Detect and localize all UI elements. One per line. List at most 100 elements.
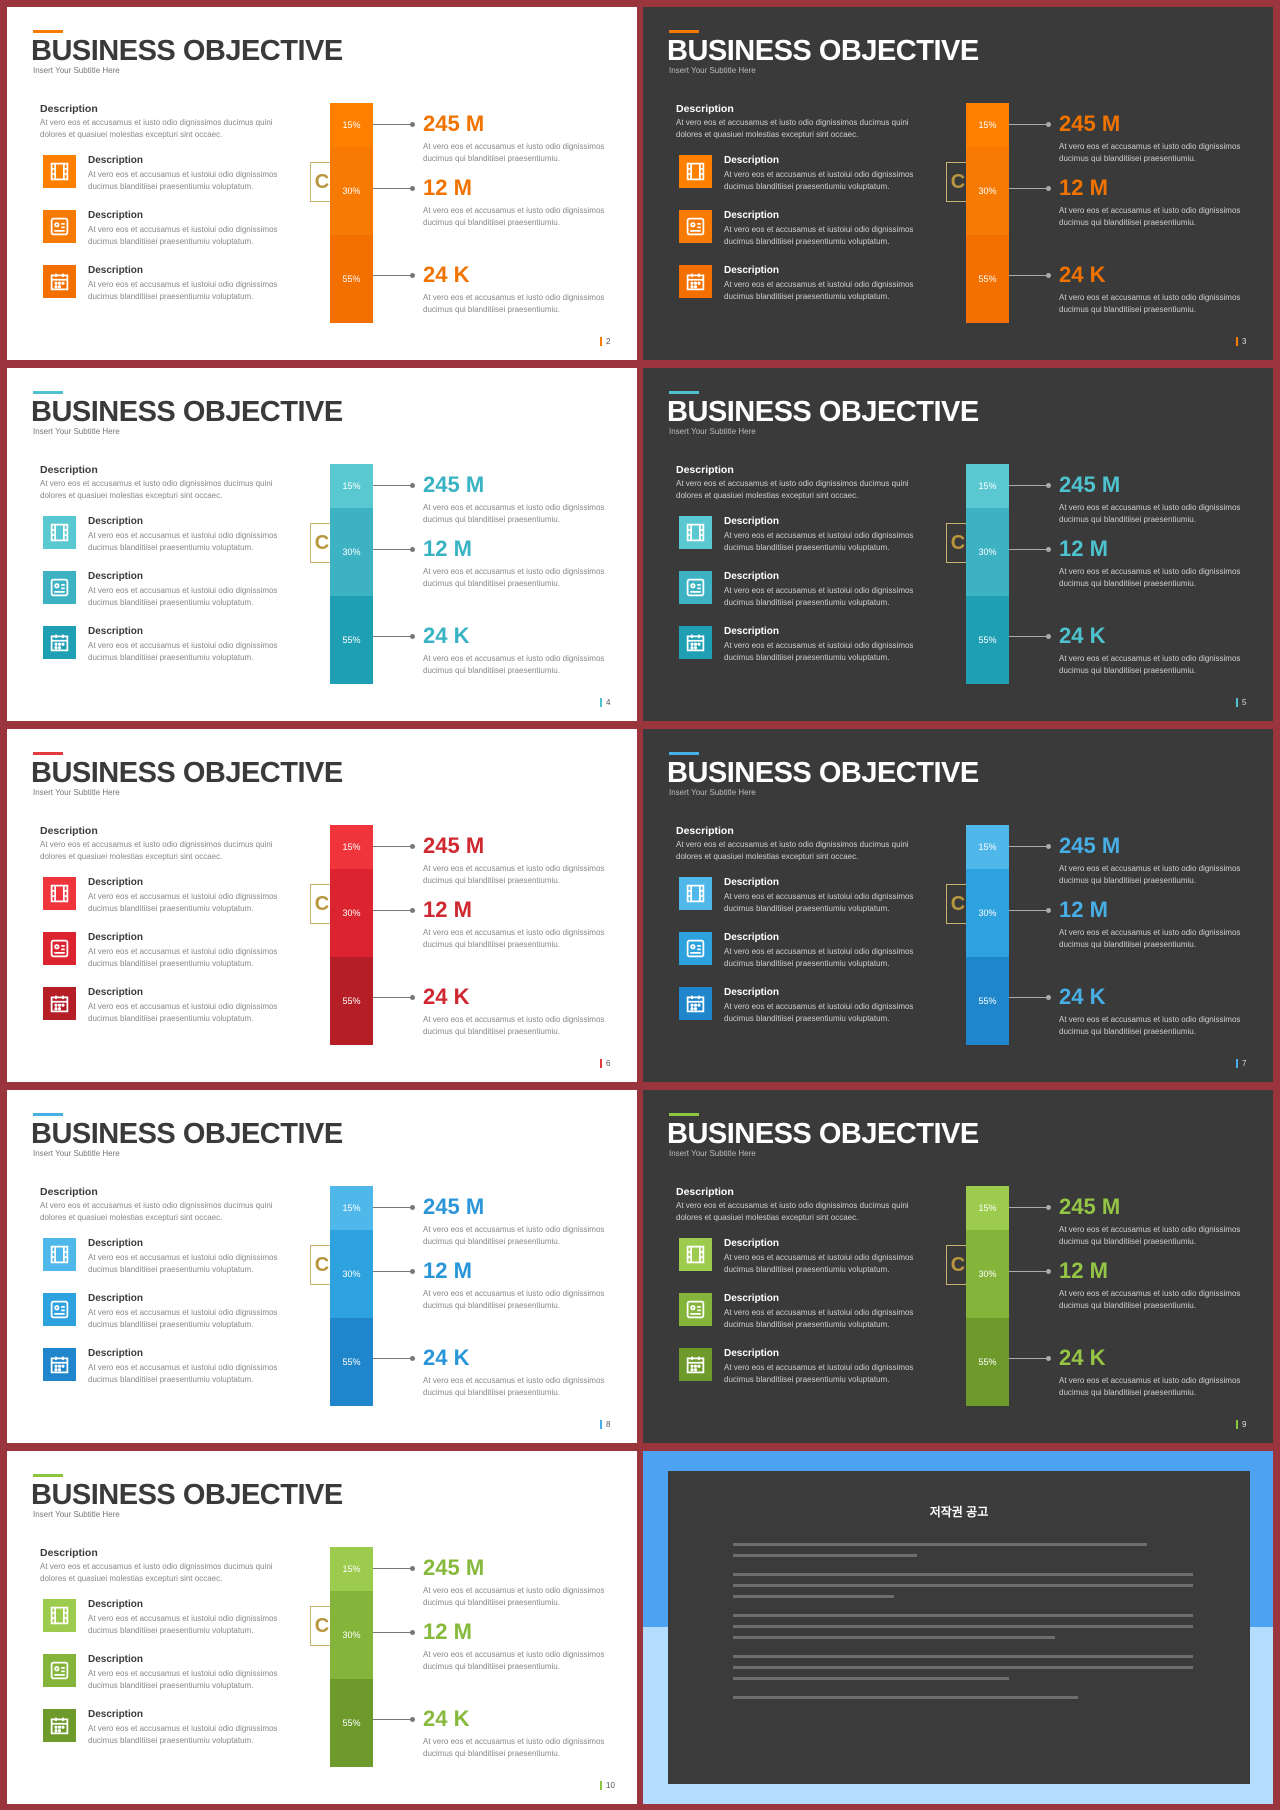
slide-3[interactable]: BUSINESS OBJECTIVE Insert Your Subtitle H… — [643, 7, 1273, 360]
description-heading: Description — [40, 103, 98, 115]
slide-6[interactable]: BUSINESS OBJECTIVE Insert Your Subtitle H… — [7, 729, 637, 1082]
accent-line — [669, 1113, 699, 1116]
stacked-bar: 15% 30% 55% — [966, 464, 1009, 684]
metric-value: 24 K — [423, 1706, 470, 1731]
metric-value: 245 M — [1059, 833, 1121, 858]
bar-segment: 55% — [330, 1679, 373, 1767]
item-heading: Description — [88, 210, 144, 221]
item-text: At vero eos et accusamus et iustoiui odi… — [724, 170, 914, 192]
item-heading: Description — [724, 516, 780, 527]
connector-line — [1009, 634, 1051, 639]
metric-value: 245 M — [423, 111, 485, 136]
bar-segment: 15% — [330, 1186, 373, 1230]
bar-segment: 15% — [330, 1547, 373, 1591]
accent-line — [669, 752, 699, 755]
bar-segment: 15% — [966, 825, 1009, 869]
page-number: 10 — [600, 1781, 615, 1790]
connector-line — [373, 634, 415, 639]
film-icon — [679, 877, 712, 910]
metric-text: At vero eos et accusamus et iusto odio d… — [1059, 206, 1241, 228]
accent-line — [669, 391, 699, 394]
feature-item: Description At vero eos et accusamus et i… — [679, 155, 929, 195]
bar-segment: 30% — [966, 147, 1009, 235]
notice-title: 저작권 공고 — [929, 1505, 989, 1519]
item-text: At vero eos et accusamus et iustoiui odi… — [724, 892, 914, 914]
accent-line — [33, 752, 63, 755]
slide-10[interactable]: BUSINESS OBJECTIVE Insert Your Subtitle H… — [7, 1451, 637, 1804]
item-text: At vero eos et accusamus et iustoiui odi… — [724, 1253, 914, 1275]
item-heading: Description — [88, 1599, 144, 1610]
id-card-icon — [679, 1293, 712, 1326]
item-heading: Description — [724, 571, 780, 582]
metric-value: 24 K — [423, 1345, 470, 1370]
page-number: 9 — [1236, 1420, 1246, 1429]
connector-line — [373, 1269, 415, 1274]
accent-line — [33, 1474, 63, 1477]
bar-segment: 30% — [966, 869, 1009, 957]
connector-line — [373, 1566, 415, 1571]
slide-4[interactable]: BUSINESS OBJECTIVE Insert Your Subtitle H… — [7, 368, 637, 721]
slide-7[interactable]: BUSINESS OBJECTIVE Insert Your Subtitle H… — [643, 729, 1273, 1082]
slide-subtitle: Insert Your Subtitle Here — [669, 1149, 756, 1158]
item-text: At vero eos et accusamus et iustoiui odi… — [724, 947, 914, 969]
stacked-bar: 15% 30% 55% — [330, 464, 373, 684]
metric-text: At vero eos et accusamus et iusto odio d… — [423, 1650, 605, 1672]
stacked-bar: 15% 30% 55% — [330, 103, 373, 323]
bar-segment: 30% — [330, 1591, 373, 1679]
item-heading: Description — [724, 626, 780, 637]
description-heading: Description — [676, 825, 734, 837]
item-heading: Description — [724, 877, 780, 888]
calendar-icon — [43, 626, 76, 659]
metric-value: 245 M — [423, 833, 485, 858]
metric-value: 24 K — [423, 262, 470, 287]
metric-text: At vero eos et accusamus et iusto odio d… — [423, 864, 605, 886]
description-heading: Description — [40, 825, 98, 837]
metric-text: At vero eos et accusamus et iusto odio d… — [1059, 1376, 1241, 1398]
connector-line — [373, 483, 415, 488]
stacked-bar: 15% 30% 55% — [330, 1186, 373, 1406]
slide-subtitle: Insert Your Subtitle Here — [669, 427, 756, 436]
slide-8[interactable]: BUSINESS OBJECTIVE Insert Your Subtitle H… — [7, 1090, 637, 1443]
feature-item: Description At vero eos et accusamus et i… — [679, 210, 929, 250]
item-heading: Description — [724, 210, 780, 221]
connector-line — [373, 995, 415, 1000]
bar-segment: 15% — [966, 1186, 1009, 1230]
film-icon — [679, 155, 712, 188]
connector-line — [1009, 483, 1051, 488]
film-icon — [43, 877, 76, 910]
feature-item: Description At vero eos et accusamus et i… — [43, 626, 293, 666]
item-heading: Description — [724, 1238, 780, 1249]
feature-item: Description At vero eos et accusamus et i… — [679, 265, 929, 305]
stacked-bar: 15% 30% 55% — [330, 825, 373, 1045]
slide-subtitle: Insert Your Subtitle Here — [33, 1149, 120, 1158]
feature-item: Description At vero eos et accusamus et i… — [43, 1348, 293, 1388]
metric-text: At vero eos et accusamus et iusto odio d… — [423, 142, 605, 164]
feature-item: Description At vero eos et accusamus et i… — [43, 987, 293, 1027]
item-heading: Description — [88, 626, 144, 637]
metric-text: At vero eos et accusamus et iusto odio d… — [423, 1586, 605, 1608]
slide-9[interactable]: BUSINESS OBJECTIVE Insert Your Subtitle H… — [643, 1090, 1273, 1443]
bar-segment: 15% — [966, 103, 1009, 147]
copyright-notice-slide[interactable]: 저작권 공고 — [643, 1451, 1273, 1804]
description-text: At vero eos et accusamus et iusto odio d… — [676, 1201, 909, 1223]
feature-item: Description At vero eos et accusamus et i… — [43, 877, 293, 917]
item-text: At vero eos et accusamus et iustoiui odi… — [88, 1724, 278, 1746]
stacked-bar: 15% 30% 55% — [966, 1186, 1009, 1406]
slide-2[interactable]: BUSINESS OBJECTIVE Insert Your Subtitle H… — [7, 7, 637, 360]
item-text: At vero eos et accusamus et iustoiui odi… — [88, 225, 278, 247]
description-heading: Description — [40, 1547, 98, 1559]
id-card-icon — [43, 932, 76, 965]
item-heading: Description — [724, 1293, 780, 1304]
connector-line — [1009, 547, 1051, 552]
film-icon — [679, 516, 712, 549]
slide-title: BUSINESS OBJECTIVE — [667, 757, 979, 789]
feature-item: Description At vero eos et accusamus et i… — [679, 626, 929, 666]
bar-segment: 55% — [330, 957, 373, 1045]
connector-line — [1009, 908, 1051, 913]
slide-5[interactable]: BUSINESS OBJECTIVE Insert Your Subtitle H… — [643, 368, 1273, 721]
slide-title: BUSINESS OBJECTIVE — [31, 1118, 343, 1150]
item-heading: Description — [88, 1654, 144, 1665]
connector-line — [1009, 186, 1051, 191]
item-heading: Description — [88, 516, 144, 527]
